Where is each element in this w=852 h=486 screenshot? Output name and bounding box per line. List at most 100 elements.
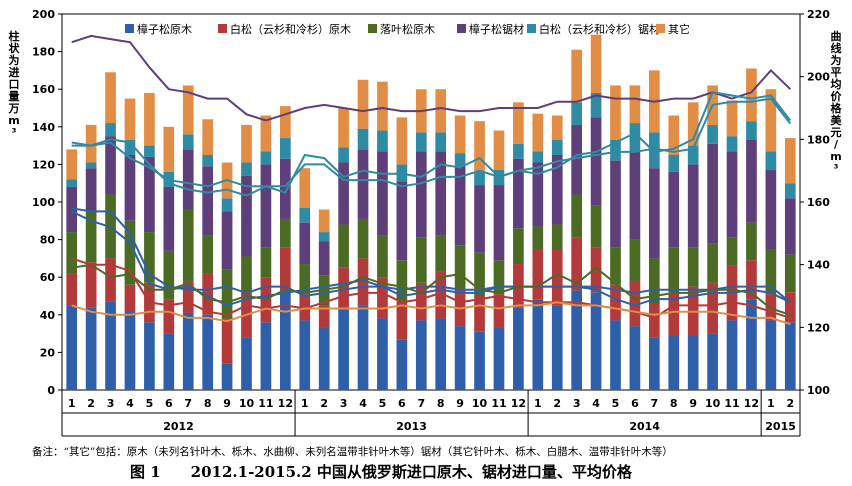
month-label: 9 bbox=[223, 397, 231, 410]
price-line-layer bbox=[71, 34, 792, 326]
bar-segment bbox=[124, 139, 136, 155]
bar-segment bbox=[241, 124, 252, 163]
bar-segment bbox=[474, 331, 485, 390]
bar-segment bbox=[687, 164, 699, 248]
month-label: 2 bbox=[87, 397, 95, 410]
bar-segment bbox=[649, 337, 660, 390]
bar-segment bbox=[241, 175, 252, 257]
bar-segment bbox=[241, 337, 252, 390]
bar-segment bbox=[687, 247, 699, 287]
legend-swatch bbox=[457, 24, 466, 33]
month-label: 4 bbox=[359, 397, 367, 410]
bar-segment bbox=[396, 301, 408, 340]
bar-segment bbox=[396, 117, 408, 165]
bar-segment bbox=[668, 115, 680, 155]
bar-segment bbox=[707, 124, 718, 144]
bar-segment bbox=[396, 260, 408, 302]
bar-segment bbox=[765, 151, 777, 171]
bar-segment bbox=[338, 267, 349, 310]
bar-segment bbox=[318, 232, 330, 242]
bar-segment bbox=[338, 147, 349, 163]
month-label: 9 bbox=[456, 397, 464, 410]
bar-segment bbox=[124, 284, 136, 312]
bar-segment bbox=[571, 124, 582, 195]
month-label: 3 bbox=[107, 397, 115, 410]
left-tick-label: 0 bbox=[47, 384, 55, 397]
bar-segment bbox=[493, 294, 505, 328]
bar-segment bbox=[707, 282, 718, 334]
bar-segment bbox=[163, 250, 175, 300]
bar-segment bbox=[726, 100, 738, 137]
bar-segment bbox=[66, 305, 78, 390]
price-line bbox=[71, 301, 791, 326]
bar-segment bbox=[474, 171, 485, 186]
bar-segment bbox=[85, 124, 97, 163]
month-label: 4 bbox=[126, 397, 134, 410]
month-label: 5 bbox=[612, 397, 620, 410]
right-tick-label: 100 bbox=[807, 384, 830, 397]
legend-label: 其它 bbox=[668, 22, 690, 36]
legend-label: 落叶松原木 bbox=[380, 22, 435, 36]
bar-segment bbox=[415, 320, 427, 390]
bar-segment bbox=[66, 232, 78, 274]
bar-segment bbox=[435, 235, 447, 272]
bar-segment bbox=[726, 237, 738, 266]
bar-segment bbox=[707, 333, 718, 390]
right-tick-label: 160 bbox=[807, 196, 830, 209]
bar-segment bbox=[85, 211, 97, 263]
bar-segment bbox=[299, 294, 311, 321]
bar-segment bbox=[590, 92, 602, 118]
bar-segment bbox=[746, 121, 757, 140]
bar-segment bbox=[629, 123, 641, 152]
bar-segment bbox=[105, 301, 116, 390]
bar-segment bbox=[513, 307, 524, 390]
bar-segment bbox=[318, 305, 330, 328]
bar-segment bbox=[649, 258, 660, 304]
month-label: 4 bbox=[592, 397, 600, 410]
month-label: 12 bbox=[511, 397, 526, 410]
bar-segment bbox=[435, 132, 447, 152]
bar-segment bbox=[687, 102, 699, 146]
bar-segment bbox=[765, 89, 777, 152]
bar-segment bbox=[571, 237, 582, 291]
bar-segment bbox=[590, 292, 602, 390]
month-label: 3 bbox=[573, 397, 581, 410]
bar-segment bbox=[571, 194, 582, 238]
bar-segment bbox=[610, 160, 621, 248]
bar-segment bbox=[649, 168, 660, 259]
month-label: 8 bbox=[437, 397, 445, 410]
bar-segment bbox=[338, 309, 349, 390]
bar-segment bbox=[377, 130, 388, 152]
bar-segment bbox=[221, 269, 233, 319]
bar-segment bbox=[182, 85, 194, 135]
bar-segment bbox=[163, 126, 175, 172]
left-tick-label: 180 bbox=[32, 46, 55, 59]
bar-segment bbox=[377, 235, 388, 278]
bar-segment bbox=[454, 245, 466, 289]
bar-segment bbox=[338, 108, 349, 148]
legend-swatch bbox=[368, 24, 377, 33]
bar-segment bbox=[241, 256, 252, 293]
bar-segment bbox=[746, 299, 757, 390]
bar-segment bbox=[221, 198, 233, 212]
bar-segment bbox=[726, 151, 738, 238]
bar-segment bbox=[532, 162, 544, 227]
legend-label: 白松（云杉和冷杉）锯材 bbox=[539, 22, 660, 36]
left-tick-label: 160 bbox=[32, 83, 55, 96]
bar-segment bbox=[85, 162, 97, 169]
bar-segment bbox=[377, 318, 388, 390]
price-line bbox=[71, 91, 792, 197]
bar-segment bbox=[532, 299, 544, 390]
bar-segment bbox=[532, 113, 544, 152]
month-label: 3 bbox=[340, 397, 348, 410]
bar-segment bbox=[629, 85, 641, 124]
bar-segment bbox=[105, 258, 116, 302]
bar-segment bbox=[435, 89, 447, 133]
right-axis-title: 曲线为平均价格美元/m ³ bbox=[830, 29, 842, 175]
bar-segment bbox=[318, 241, 330, 276]
bar-segment bbox=[668, 171, 680, 248]
month-label: 2 bbox=[786, 397, 794, 410]
right-tick-label: 120 bbox=[807, 321, 830, 334]
bar-segment bbox=[551, 249, 563, 306]
price-line bbox=[71, 34, 791, 122]
